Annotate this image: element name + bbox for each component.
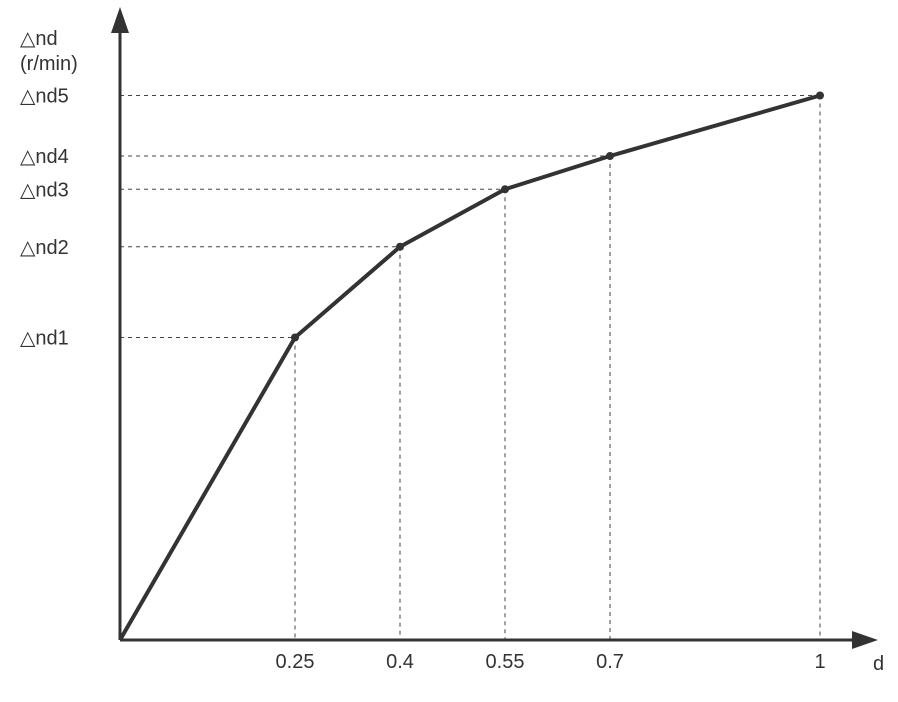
x-tick-label: 1 <box>814 651 825 673</box>
x-tick-label: 0.55 <box>486 651 525 673</box>
y-tick-label: △nd2 <box>20 237 69 259</box>
y-axis-title-2: (r/min) <box>20 53 78 75</box>
x-tick-label: 0.4 <box>386 651 414 673</box>
x-axis-title: d <box>873 653 884 675</box>
data-point <box>396 243 404 251</box>
y-tick-label: △nd5 <box>20 86 69 108</box>
x-tick-label: 0.25 <box>276 651 315 673</box>
data-point <box>291 334 299 342</box>
chart-bg <box>0 0 898 702</box>
y-axis-title-1: △nd <box>20 28 58 50</box>
x-tick-label: 0.7 <box>596 651 624 673</box>
y-tick-label: △nd4 <box>20 146 69 168</box>
data-point <box>816 92 824 100</box>
y-tick-label: △nd3 <box>20 179 69 201</box>
data-point <box>606 152 614 160</box>
y-tick-label: △nd1 <box>20 328 69 350</box>
data-point <box>501 185 509 193</box>
line-chart: △nd (r/min) d 0.25 △nd1 0.4 △nd2 0.55 △nd3 0.7 △nd… <box>0 0 898 702</box>
